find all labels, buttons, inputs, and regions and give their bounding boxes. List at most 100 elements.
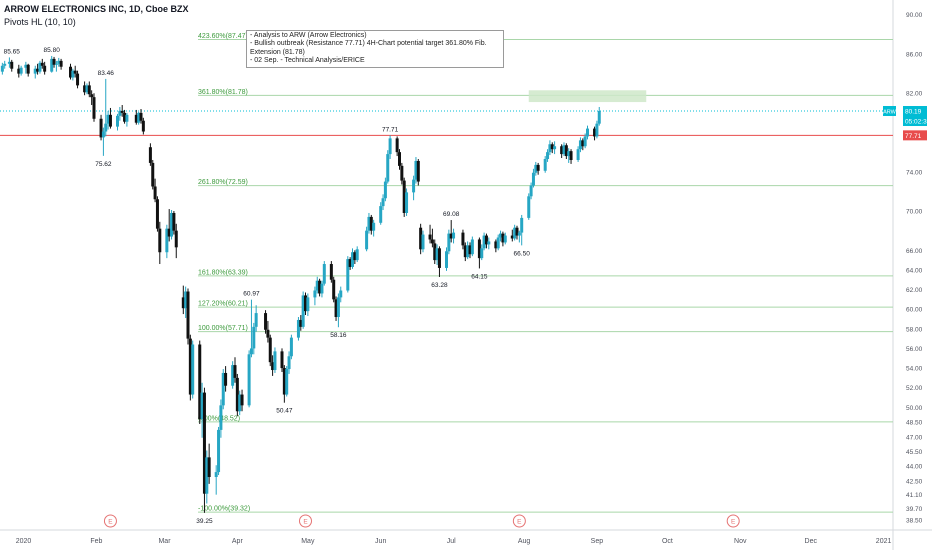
symbol-badge[interactable]	[883, 106, 896, 117]
candle-body	[174, 230, 178, 248]
fib-label: -100.00%(39.32)	[198, 506, 250, 513]
candle-body	[289, 337, 293, 357]
candle-body	[33, 68, 37, 74]
note-line-1: - Analysis to ARW (Arrow Electronics)	[250, 32, 367, 39]
candle-body	[287, 356, 291, 370]
candle-body	[339, 290, 343, 298]
candle-body	[254, 313, 258, 327]
candle-body	[383, 181, 387, 199]
resistance-badge[interactable]	[903, 130, 927, 141]
candle-body	[141, 120, 145, 132]
candle-body	[200, 392, 204, 420]
y-tick-label: 60.00	[906, 307, 923, 314]
candle-body	[76, 73, 80, 86]
earnings-icon[interactable]	[726, 514, 740, 528]
candlestick-series	[0, 55, 601, 513]
analysis-note[interactable]: - Analysis to ARW (Arrow Electronics) - …	[246, 30, 504, 68]
earnings-icon[interactable]	[103, 514, 117, 528]
candle-body	[221, 372, 225, 406]
x-tick-label: Jul	[447, 538, 456, 545]
candle-body	[578, 140, 582, 150]
pivot-label: 60.97	[243, 291, 260, 298]
candle-body	[595, 123, 599, 137]
earnings-icon[interactable]	[512, 514, 526, 528]
candle-body	[318, 280, 322, 294]
candle-body	[59, 60, 63, 67]
candle-body	[238, 394, 242, 412]
candle-body	[398, 152, 401, 166]
candle-body	[165, 228, 169, 253]
candle-body	[553, 146, 557, 150]
candle-body	[43, 65, 47, 72]
fib-label: 127.20%(60.21)	[198, 301, 248, 308]
candle-body	[501, 233, 505, 243]
candle-body	[531, 172, 535, 186]
indicator-label[interactable]: Pivots HL (10, 10)	[4, 17, 76, 27]
candle-body	[247, 354, 251, 406]
last-price-badge[interactable]	[903, 106, 927, 117]
y-tick-label: 45.50	[906, 449, 923, 456]
x-tick-label: Nov	[734, 538, 747, 545]
candle-body	[435, 248, 439, 261]
candle-body	[0, 65, 4, 72]
candle-body	[108, 114, 112, 127]
resistance-badge-label: 77.71	[905, 133, 922, 140]
candle-body	[322, 264, 326, 284]
candle-body	[266, 329, 270, 338]
candle-body	[101, 131, 105, 138]
candle-body	[123, 112, 127, 122]
candle-body	[480, 248, 484, 259]
pivot-labels: 85.65 85.80 83.46 75.62 39.25 60.97 50.47 58.16…	[4, 47, 531, 525]
target-zone[interactable]	[528, 90, 647, 103]
candle-body	[83, 85, 87, 93]
candle-body	[233, 365, 237, 378]
candle-body	[412, 179, 416, 193]
candle-body	[353, 252, 357, 261]
x-tick-label: Dec	[805, 538, 818, 545]
candle-body	[550, 144, 554, 150]
price-lines-layer	[0, 110, 893, 136]
candle-body	[19, 67, 23, 74]
candle-body	[515, 227, 519, 236]
candle-body	[487, 241, 491, 245]
price-axis: 90.0086.0082.0078.0074.0070.0066.0064.00…	[883, 12, 931, 525]
candle-body	[527, 196, 531, 218]
candle-body	[57, 60, 61, 64]
candle-body	[207, 457, 211, 477]
pivot-label: 85.80	[44, 47, 61, 54]
candle-body	[71, 70, 75, 78]
candle-body	[99, 118, 103, 138]
earnings-label: E	[108, 519, 113, 526]
candle-body	[496, 237, 500, 249]
candle-body	[118, 110, 122, 116]
pivot-label: 39.25	[196, 518, 213, 525]
y-tick-label: 64.00	[906, 267, 923, 274]
pivot-label: 69.08	[443, 211, 460, 218]
candle-body	[372, 222, 376, 231]
candle-body	[543, 159, 547, 171]
x-tick-label: Oct	[662, 538, 673, 545]
y-tick-label: 47.00	[906, 434, 923, 441]
candle-body	[564, 145, 568, 157]
candle-body	[466, 245, 470, 258]
y-tick-label: 90.00	[906, 12, 923, 19]
candle-body	[273, 351, 277, 371]
candle-body	[296, 319, 300, 338]
candle-body	[54, 63, 58, 65]
candle-body	[548, 144, 552, 153]
candle-body	[520, 217, 524, 233]
earnings-icon[interactable]	[299, 514, 312, 528]
candle-body	[104, 123, 108, 132]
candle-body	[26, 64, 30, 74]
candle-body	[69, 66, 72, 78]
candle-body	[332, 279, 336, 300]
pivot-label: 85.65	[4, 48, 21, 55]
y-tick-label: 44.00	[906, 464, 923, 471]
candle-body	[120, 110, 124, 113]
candle-body	[271, 362, 275, 371]
candle-body	[336, 297, 340, 318]
candle-body	[346, 259, 350, 291]
